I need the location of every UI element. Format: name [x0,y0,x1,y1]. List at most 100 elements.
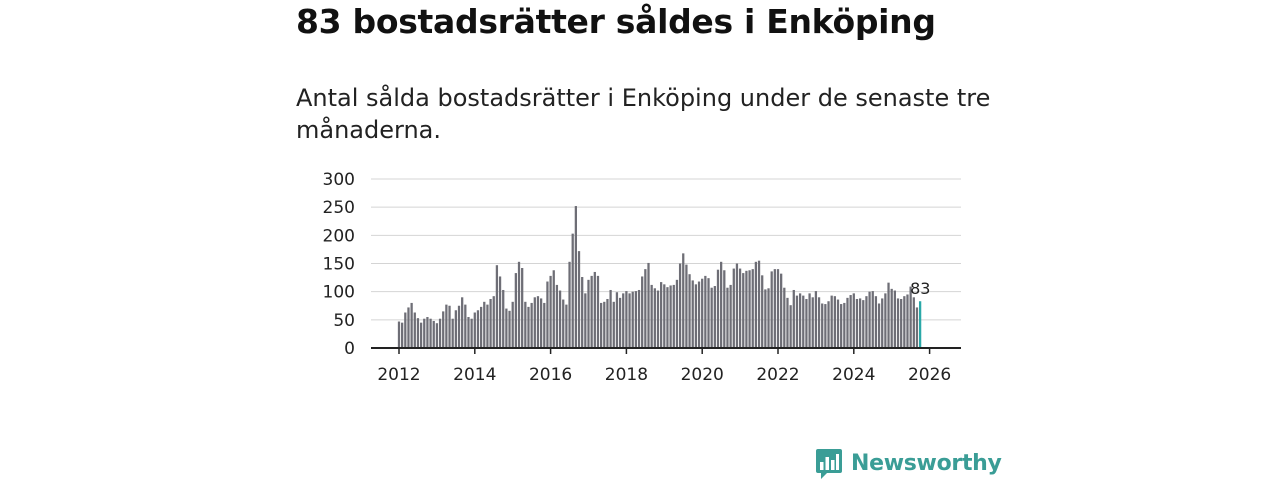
value-label: 83 [910,279,930,298]
highlight-bar [918,301,922,348]
bar [795,295,799,348]
bar [738,268,742,348]
bar [906,294,909,348]
bar [786,297,789,348]
bar [631,291,634,348]
bar [767,288,770,348]
bar [603,301,606,348]
y-tick-label: 100 [323,283,355,303]
bar [593,271,596,348]
bar [846,297,849,348]
bar [827,301,830,348]
bar [552,270,555,348]
bar [884,293,887,348]
bar [416,318,420,348]
bar [877,303,881,348]
bar [419,322,423,348]
bar [590,275,593,348]
bar [726,287,729,348]
bar [720,261,723,348]
x-tick-label: 2018 [605,365,648,385]
bar [479,306,483,348]
bar [571,233,574,348]
bar [517,261,521,348]
bar [660,282,663,348]
bar [609,289,612,348]
bar [467,317,470,348]
bar [707,278,710,348]
bar [498,276,502,348]
newsworthy-logo[interactable]: Newsworthy [815,446,1002,480]
bar [663,284,666,348]
bar [697,281,701,348]
bar [435,323,439,348]
bar [678,263,682,348]
bar [871,291,874,348]
bar [445,304,448,348]
bar [565,304,568,348]
bar [862,300,865,348]
bar [558,290,562,348]
x-tick-label: 2024 [832,365,875,385]
bar [814,291,818,348]
bar [729,284,732,348]
bar [451,318,454,348]
bar [900,298,903,348]
bar [568,261,571,348]
bar [713,286,716,348]
bar [606,298,609,348]
bar [798,293,802,348]
bar [723,270,726,348]
bar [915,307,919,348]
bar [691,280,694,348]
bar [492,296,495,348]
bar [401,322,404,348]
bar [669,285,672,348]
bar [489,298,492,348]
x-tick-label: 2020 [681,365,724,385]
bar [562,299,565,348]
bar [868,291,871,348]
bar [397,321,401,348]
bar [811,297,814,348]
bar [776,269,780,348]
y-tick-label: 300 [323,170,355,190]
bar [742,273,745,348]
bar [808,293,811,348]
bar [780,273,783,348]
bar [833,296,836,348]
bar [413,312,416,348]
bar [514,273,517,348]
bar [893,290,896,348]
bar [641,276,644,348]
bar [688,274,691,348]
bar [524,301,527,348]
bar [508,310,511,348]
bar [442,311,445,348]
bar [600,302,603,348]
bar [694,284,698,348]
bar [495,265,499,348]
y-tick-label: 0 [344,339,355,359]
bar [685,264,688,348]
bar [536,296,540,348]
bar [852,293,855,348]
bar [637,289,641,348]
bar [682,253,685,348]
y-tick-label: 250 [323,198,355,218]
bar [855,298,859,348]
bar [464,304,467,348]
bar [843,302,846,348]
bar [912,297,915,348]
bar [653,288,656,348]
x-tick-label: 2022 [756,365,799,385]
bar [461,297,464,348]
bar [710,287,713,348]
bar [840,304,843,348]
bar [789,305,792,348]
bar [770,271,773,348]
newsworthy-icon [816,449,842,479]
bar [584,293,587,348]
bar [805,298,808,348]
bar [783,287,786,348]
